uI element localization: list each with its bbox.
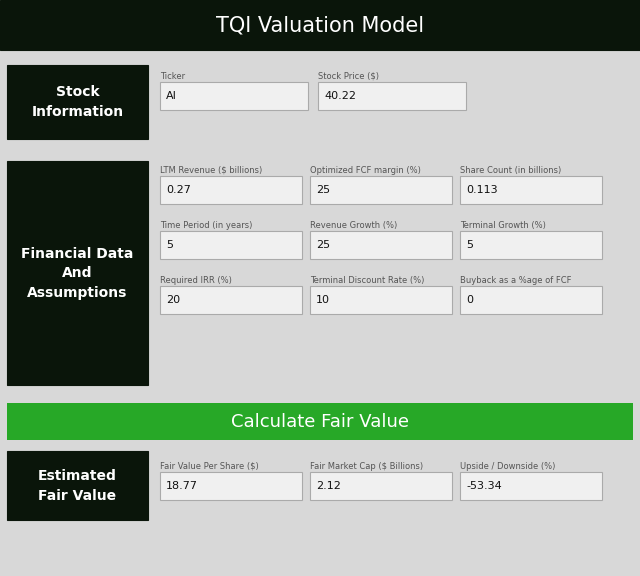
Text: Stock Price ($): Stock Price ($) xyxy=(318,71,379,81)
Text: 25: 25 xyxy=(316,185,330,195)
FancyBboxPatch shape xyxy=(160,286,302,314)
FancyBboxPatch shape xyxy=(310,176,452,204)
Text: LTM Revenue ($ billions): LTM Revenue ($ billions) xyxy=(160,166,262,175)
FancyBboxPatch shape xyxy=(7,161,148,385)
Text: 25: 25 xyxy=(316,240,330,250)
Text: Buyback as a %age of FCF: Buyback as a %age of FCF xyxy=(460,275,572,285)
FancyBboxPatch shape xyxy=(460,231,602,259)
Text: 5: 5 xyxy=(466,240,473,250)
FancyBboxPatch shape xyxy=(460,176,602,204)
FancyBboxPatch shape xyxy=(460,286,602,314)
Text: -53.34: -53.34 xyxy=(466,481,502,491)
Text: Time Period (in years): Time Period (in years) xyxy=(160,221,252,230)
FancyBboxPatch shape xyxy=(160,472,302,500)
FancyBboxPatch shape xyxy=(310,231,452,259)
Text: Terminal Discount Rate (%): Terminal Discount Rate (%) xyxy=(310,275,424,285)
FancyBboxPatch shape xyxy=(160,176,302,204)
Text: Required IRR (%): Required IRR (%) xyxy=(160,275,232,285)
FancyBboxPatch shape xyxy=(310,472,452,500)
Text: 5: 5 xyxy=(166,240,173,250)
FancyBboxPatch shape xyxy=(160,231,302,259)
Text: Optimized FCF margin (%): Optimized FCF margin (%) xyxy=(310,166,421,175)
Text: 40.22: 40.22 xyxy=(324,91,356,101)
FancyBboxPatch shape xyxy=(0,0,640,50)
FancyBboxPatch shape xyxy=(7,451,148,520)
Text: Fair Market Cap ($ Billions): Fair Market Cap ($ Billions) xyxy=(310,461,423,471)
Text: Share Count (in billions): Share Count (in billions) xyxy=(460,166,561,175)
Text: AI: AI xyxy=(166,91,177,101)
FancyBboxPatch shape xyxy=(318,82,466,110)
FancyBboxPatch shape xyxy=(310,286,452,314)
Text: Calculate Fair Value: Calculate Fair Value xyxy=(231,413,409,431)
Text: Revenue Growth (%): Revenue Growth (%) xyxy=(310,221,397,230)
Text: 0.27: 0.27 xyxy=(166,185,191,195)
FancyBboxPatch shape xyxy=(460,472,602,500)
Text: Stock
Information: Stock Information xyxy=(31,85,124,119)
Text: Fair Value Per Share ($): Fair Value Per Share ($) xyxy=(160,461,259,471)
Text: 10: 10 xyxy=(316,295,330,305)
FancyBboxPatch shape xyxy=(160,82,308,110)
Text: TQI Valuation Model: TQI Valuation Model xyxy=(216,15,424,35)
Text: Terminal Growth (%): Terminal Growth (%) xyxy=(460,221,546,230)
Text: Upside / Downside (%): Upside / Downside (%) xyxy=(460,461,556,471)
Text: Financial Data
And
Assumptions: Financial Data And Assumptions xyxy=(21,247,134,300)
Text: 0.113: 0.113 xyxy=(466,185,498,195)
Text: 2.12: 2.12 xyxy=(316,481,341,491)
Text: 18.77: 18.77 xyxy=(166,481,198,491)
FancyBboxPatch shape xyxy=(7,65,148,139)
Text: 20: 20 xyxy=(166,295,180,305)
Text: 0: 0 xyxy=(466,295,473,305)
Text: Ticker: Ticker xyxy=(160,71,185,81)
Text: Estimated
Fair Value: Estimated Fair Value xyxy=(38,469,117,503)
FancyBboxPatch shape xyxy=(7,403,633,440)
